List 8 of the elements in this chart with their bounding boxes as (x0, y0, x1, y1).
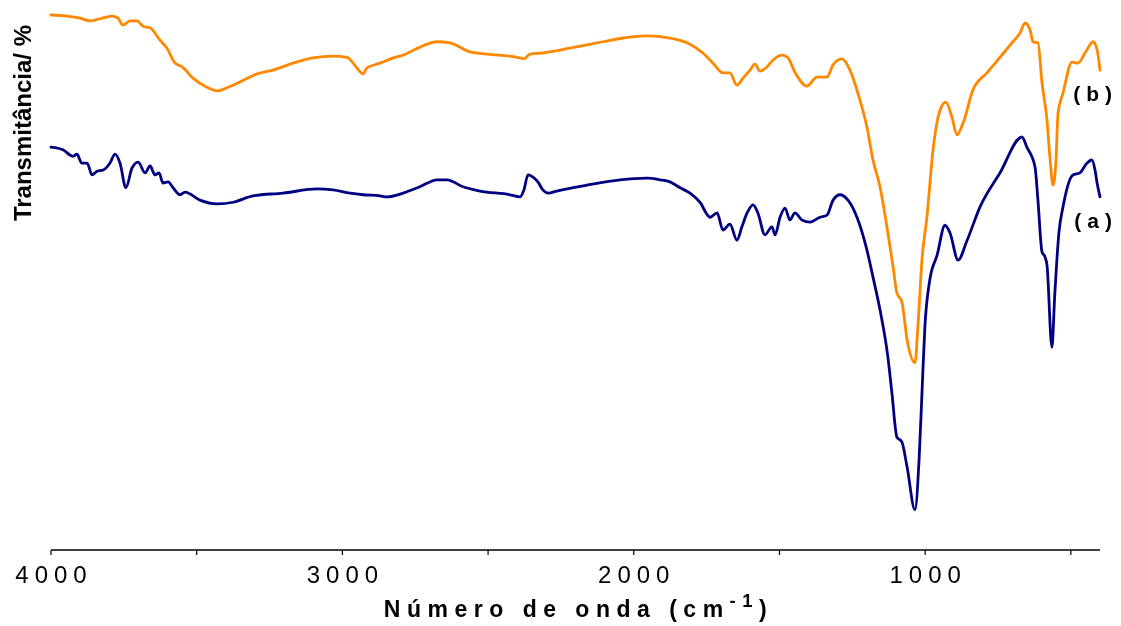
x-axis-title: Número de onda (cm$^{-1}$) (383, 589, 774, 622)
y-axis-title: Transmitância/ % (9, 25, 36, 222)
x-tick-label: 4000 (15, 561, 93, 588)
x-tick-label: 1000 (889, 561, 967, 588)
series-label: (b) (1073, 82, 1118, 106)
x-tick-label: 3000 (306, 561, 385, 588)
series-label: (a) (1074, 208, 1118, 232)
x-tick-label: 2000 (598, 561, 676, 588)
